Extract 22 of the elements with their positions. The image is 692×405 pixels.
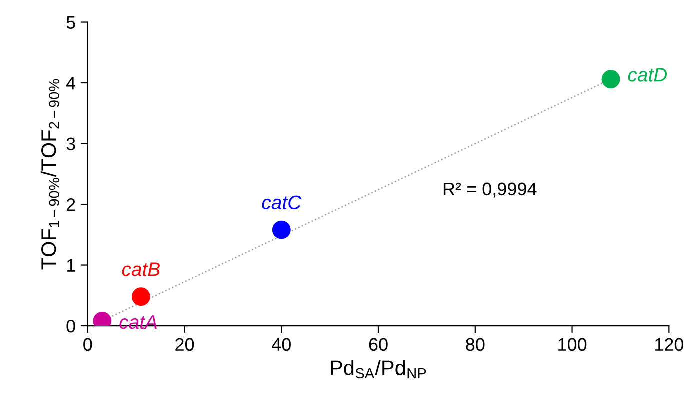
y-tick-label: 4 — [66, 77, 76, 90]
x-tick-label: 80 — [466, 338, 485, 352]
series-label: catC — [262, 196, 302, 210]
x-tick-label: 20 — [176, 338, 194, 352]
point — [132, 288, 150, 306]
series-label: catB — [122, 262, 160, 276]
y-axis-title: TOF$_{1−90%}$/TOF$_{2−90%}$ — [40, 79, 60, 270]
x-tick-label: 120 — [655, 338, 684, 352]
series-label: catD — [628, 68, 668, 82]
point — [272, 220, 291, 240]
y-tick-label: 2 — [66, 198, 76, 212]
x-tick-label: 40 — [272, 338, 291, 352]
x-tick-label: 100 — [558, 338, 587, 352]
point — [602, 70, 620, 89]
x-tick-label: 60 — [369, 338, 388, 352]
y-tick-label: 5 — [66, 16, 76, 29]
x-tick-label: 0 — [84, 338, 92, 352]
y-tick-label: 0 — [66, 320, 76, 333]
x-axis-title: Pd$_{SA}$/Pd$_{NP}$ — [331, 360, 426, 379]
annotation: R² = 0,9994 — [444, 182, 537, 198]
y-tick-label: 3 — [66, 138, 76, 150]
y-tick-label: 1 — [67, 259, 76, 272]
